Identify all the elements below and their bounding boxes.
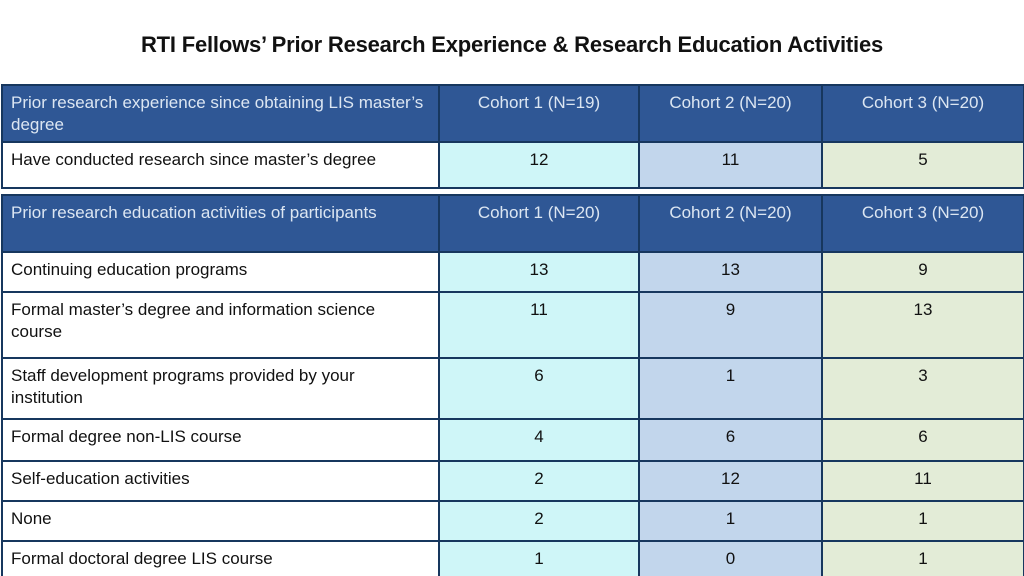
cohort2-value-cell: 11 — [638, 140, 823, 189]
row-label-cell: Continuing education programs — [1, 250, 440, 293]
cohort3-value-cell: 5 — [821, 140, 1024, 189]
cohort1-value-cell: 13 — [438, 250, 640, 293]
cohort3-value-cell: 13 — [821, 290, 1024, 359]
cohort1-value-cell: 6 — [438, 356, 640, 420]
cohort3-value-cell: 9 — [821, 250, 1024, 293]
cohort2-value-cell: 1 — [638, 499, 823, 542]
cohort2-value-cell: 13 — [638, 250, 823, 293]
table-row: Have conducted research since master’s d… — [1, 140, 1024, 189]
cohort2-value-cell: 6 — [638, 417, 823, 462]
cohort1-value-cell: 1 — [438, 539, 640, 576]
row-label-cell: Formal doctoral degree LIS course — [1, 539, 440, 576]
table-row: Continuing education programs 13 13 9 — [1, 250, 1024, 293]
cohort1-value-cell: 12 — [438, 140, 640, 189]
row-label-cell: Formal degree non-LIS course — [1, 417, 440, 462]
cohort3-value-cell: 1 — [821, 499, 1024, 542]
row-label-cell: None — [1, 499, 440, 542]
cohort1-value-cell: 2 — [438, 459, 640, 502]
row-label-cell: Have conducted research since master’s d… — [1, 140, 440, 189]
experience-header-row: Prior research experience since obtainin… — [1, 84, 1024, 143]
table-row: Self-education activities 2 12 11 — [1, 459, 1024, 502]
experience-header-label-cell: Prior research experience since obtainin… — [1, 84, 440, 143]
row-label-cell: Formal master’s degree and information s… — [1, 290, 440, 359]
cohort1-value-cell: 2 — [438, 499, 640, 542]
table-row: Formal degree non-LIS course 4 6 6 — [1, 417, 1024, 462]
experience-table: Prior research experience since obtainin… — [1, 84, 1024, 189]
experience-header-cohort1-cell: Cohort 1 (N=19) — [438, 84, 640, 143]
experience-header-cohort3-cell: Cohort 3 (N=20) — [821, 84, 1024, 143]
education-header-label-cell: Prior research education activities of p… — [1, 193, 440, 253]
education-header-cohort1-cell: Cohort 1 (N=20) — [438, 193, 640, 253]
row-label-cell: Staff development programs provided by y… — [1, 356, 440, 420]
cohort1-value-cell: 4 — [438, 417, 640, 462]
cohort3-value-cell: 1 — [821, 539, 1024, 576]
education-header-cohort2-cell: Cohort 2 (N=20) — [638, 193, 823, 253]
slide-title: RTI Fellows’ Prior Research Experience &… — [140, 32, 884, 57]
table-row: Formal doctoral degree LIS course 1 0 1 — [1, 539, 1024, 576]
row-label-cell: Self-education activities — [1, 459, 440, 502]
cohort3-value-cell: 3 — [821, 356, 1024, 420]
education-activities-table: Prior research education activities of p… — [1, 193, 1024, 576]
cohort2-value-cell: 9 — [638, 290, 823, 359]
cohort1-value-cell: 11 — [438, 290, 640, 359]
tables-container: Prior research experience since obtainin… — [1, 84, 1024, 576]
table-row: Staff development programs provided by y… — [1, 356, 1024, 420]
table-row: Formal master’s degree and information s… — [1, 290, 1024, 359]
education-header-cohort3-cell: Cohort 3 (N=20) — [821, 193, 1024, 253]
education-header-row: Prior research education activities of p… — [1, 193, 1024, 253]
table-row: None 2 1 1 — [1, 499, 1024, 542]
experience-header-cohort2-cell: Cohort 2 (N=20) — [638, 84, 823, 143]
cohort3-value-cell: 6 — [821, 417, 1024, 462]
cohort3-value-cell: 11 — [821, 459, 1024, 502]
cohort2-value-cell: 0 — [638, 539, 823, 576]
cohort2-value-cell: 1 — [638, 356, 823, 420]
cohort2-value-cell: 12 — [638, 459, 823, 502]
